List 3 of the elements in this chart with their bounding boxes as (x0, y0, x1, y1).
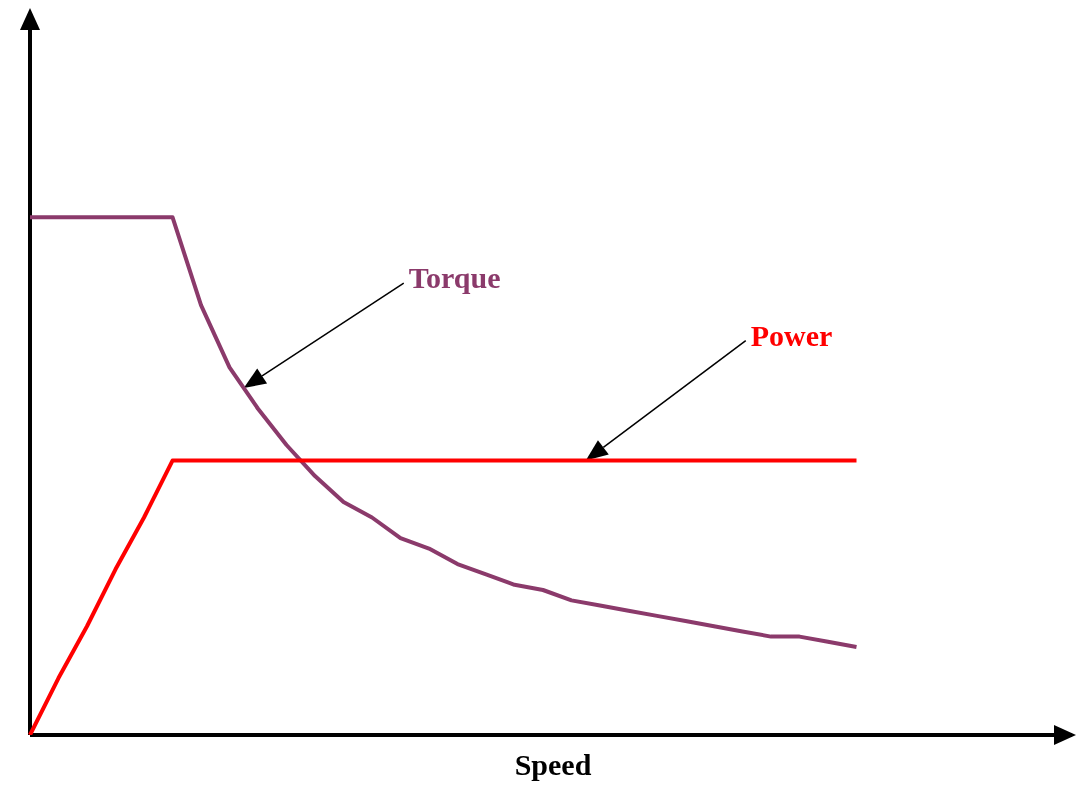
x-axis-title: Speed (514, 748, 592, 781)
text: Power (750, 318, 833, 352)
text: Torque (408, 261, 501, 295)
